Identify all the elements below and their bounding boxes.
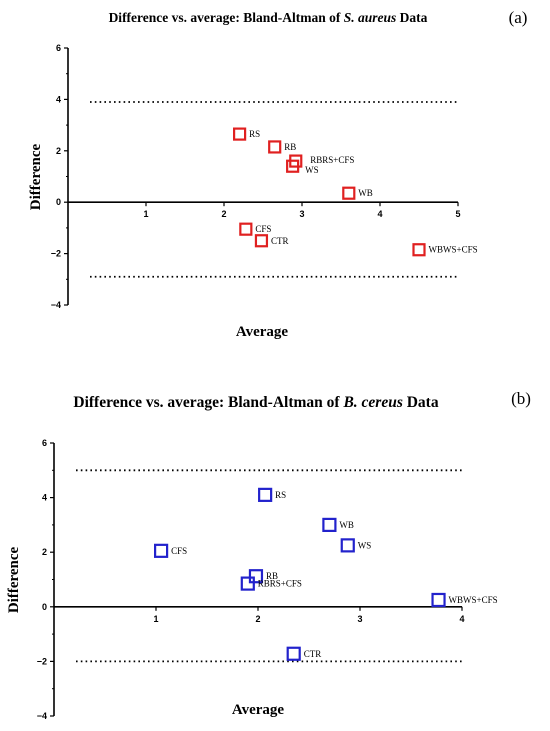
data-point	[286, 646, 301, 661]
data-point-label: CTR	[304, 649, 322, 659]
data-point-label: RBRS+CFS	[310, 155, 354, 165]
y-tick-label: 6	[42, 438, 47, 448]
x-tick-label: 3	[357, 614, 362, 624]
x-tick-label: 1	[153, 614, 158, 624]
data-point	[154, 543, 169, 558]
data-point-label: RS	[249, 129, 260, 139]
x-axis-title: Average	[236, 324, 289, 340]
y-tick-label: 0	[56, 197, 61, 207]
data-point-label: CFS	[171, 546, 187, 556]
panel-label: (a)	[509, 8, 528, 27]
data-point-label: RBRS+CFS	[258, 579, 302, 589]
y-tick-label: 2	[56, 146, 61, 156]
chart-title-species: S. aureus	[344, 10, 397, 25]
x-tick-label: 3	[299, 209, 304, 219]
data-point	[240, 576, 255, 591]
data-point-label: CTR	[271, 236, 289, 246]
data-point	[322, 517, 337, 533]
chart-title-suffix: Data	[403, 394, 439, 411]
chart-title-suffix: Data	[396, 10, 427, 25]
chart-title-species: B. cereus	[342, 394, 402, 411]
data-point	[239, 222, 253, 236]
data-point	[254, 234, 269, 248]
data-point-label: RS	[275, 490, 286, 500]
data-point-label: WB	[358, 188, 373, 198]
x-tick-label: 1	[143, 209, 148, 219]
data-point	[431, 592, 446, 608]
x-tick-label: 5	[455, 209, 460, 219]
data-point	[286, 159, 300, 173]
y-tick-label: 2	[42, 547, 47, 557]
y-tick-label: −2	[37, 656, 47, 666]
data-point	[268, 140, 282, 154]
chart-title-prefix: Difference vs. average: Bland-Altman of	[73, 394, 343, 411]
y-tick-label: −4	[51, 300, 61, 310]
x-axis-title: Average	[232, 702, 285, 718]
data-point-label: WS	[305, 165, 319, 175]
x-tick-label: 4	[377, 209, 382, 219]
data-point-label: WBWS+CFS	[449, 595, 498, 605]
y-tick-label: 0	[42, 602, 47, 612]
x-tick-label: 2	[255, 614, 260, 624]
data-point	[342, 186, 356, 200]
data-point-label: RB	[266, 571, 278, 581]
y-tick-label: 4	[42, 493, 47, 503]
data-point-label: WS	[358, 540, 372, 550]
data-point	[340, 538, 355, 553]
chart-panel-a: Difference vs. average: Bland-Altman of …	[28, 8, 527, 340]
panel-label: (b)	[511, 389, 531, 408]
data-point	[233, 127, 247, 141]
y-axis-title: Difference	[6, 546, 22, 613]
data-point-label: WBWS+CFS	[429, 245, 478, 255]
chart-title-prefix: Difference vs. average: Bland-Altman of	[109, 10, 344, 25]
x-tick-label: 2	[221, 209, 226, 219]
chart-panel-b: Difference vs. average: Bland-Altman of …	[6, 389, 531, 721]
data-point-label: WB	[339, 520, 354, 530]
chart-title: Difference vs. average: Bland-Altman of …	[73, 394, 438, 411]
data-point-label: RB	[284, 142, 296, 152]
data-point	[412, 243, 426, 257]
y-tick-label: 6	[56, 43, 61, 53]
x-tick-label: 4	[459, 614, 464, 624]
data-point-label: CFS	[255, 224, 271, 234]
chart-title: Difference vs. average: Bland-Altman of …	[109, 10, 428, 25]
data-point	[248, 569, 264, 584]
y-tick-label: −4	[37, 711, 47, 721]
y-tick-label: −2	[51, 249, 61, 259]
data-point	[258, 487, 273, 502]
y-axis-title: Difference	[28, 143, 44, 210]
y-tick-label: 4	[56, 94, 61, 104]
